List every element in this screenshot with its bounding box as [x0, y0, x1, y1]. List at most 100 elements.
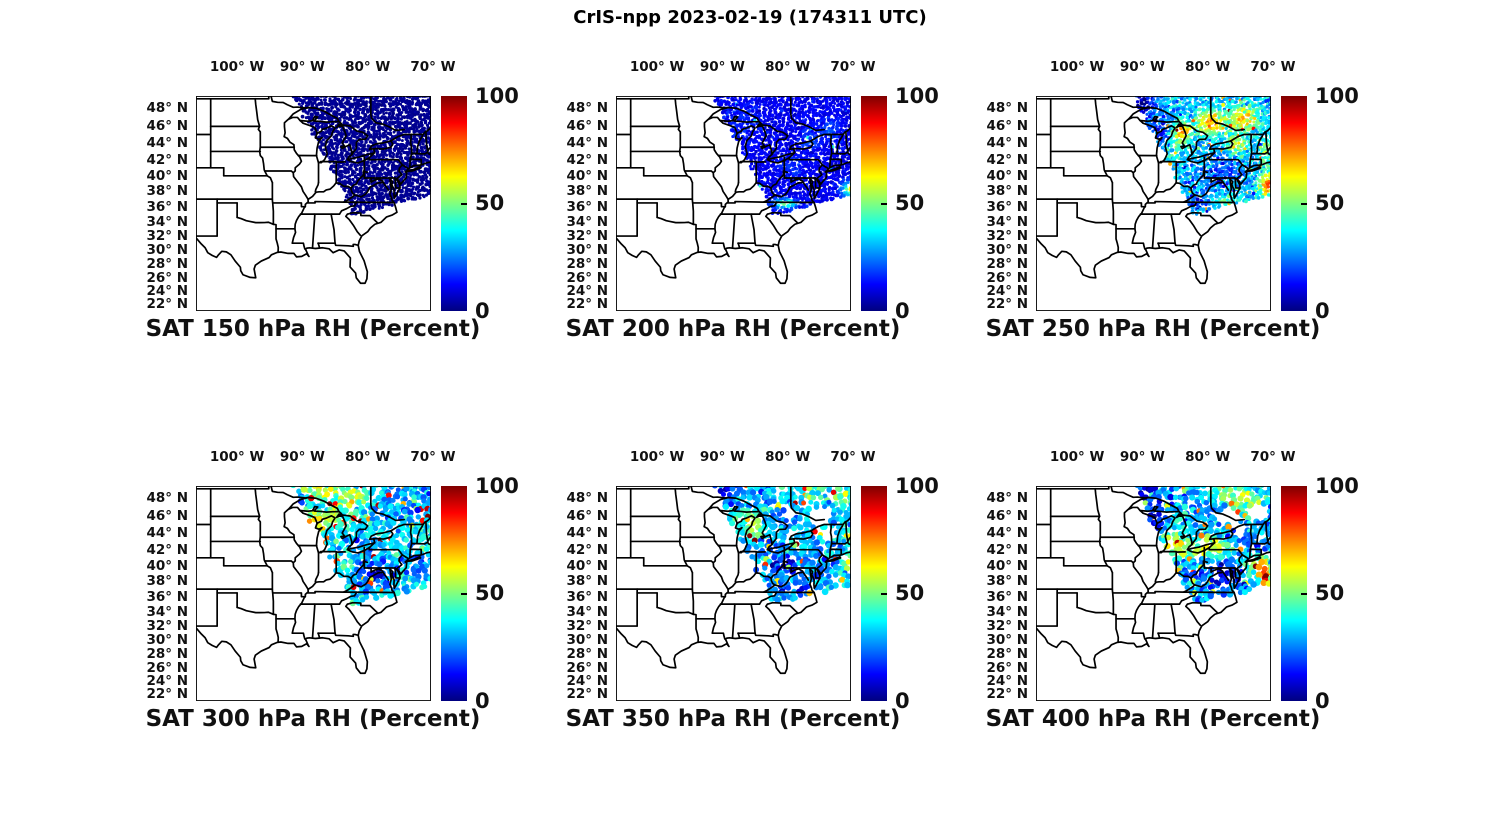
lat-tick-label: 30° N: [566, 632, 608, 649]
latitude-axis: 48° N 46° N 44° N 42° N 40° N 38° N 36° N 34° N…: [556, 486, 610, 702]
lon-tick-label: 90° W: [1119, 59, 1165, 75]
lat-tick-label: 46° N: [986, 117, 1028, 134]
colorbar-label-100: 100: [895, 84, 939, 108]
lat-tick-label: 24° N: [566, 673, 608, 690]
lat-tick-label: 26° N: [986, 269, 1028, 286]
lat-tick-label: 40° N: [566, 557, 608, 574]
panel-150hpa: 100° W 90° W 80° W 70° W 48° N 46° N 44° N 42°…: [136, 56, 546, 366]
lat-tick-label: 24° N: [986, 283, 1028, 300]
lat-tick-label: 42° N: [986, 151, 1028, 168]
colorbar-label-0: 0: [475, 299, 490, 323]
lon-tick-label: 70° W: [1250, 449, 1296, 465]
lat-tick-label: 32° N: [566, 618, 608, 635]
panel-title: SAT 400 hPa RH (Percent): [985, 706, 1321, 732]
lat-tick-label: 42° N: [566, 541, 608, 558]
map-canvas: [196, 96, 431, 311]
lat-tick-label: 38° N: [986, 573, 1028, 590]
lon-tick-label: 90° W: [699, 449, 745, 465]
lat-tick-label: 26° N: [566, 269, 608, 286]
lat-tick-label: 40° N: [146, 167, 188, 184]
colorbar-label-0: 0: [895, 689, 910, 713]
panel-title: SAT 350 hPa RH (Percent): [565, 706, 901, 732]
colorbar-label-0: 0: [1315, 299, 1330, 323]
lat-tick-label: 44° N: [986, 525, 1028, 542]
latitude-axis: 48° N 46° N 44° N 42° N 40° N 38° N 36° N 34° N…: [976, 486, 1030, 703]
colorbar-label-50: 50: [895, 191, 925, 215]
lat-tick-label: 42° N: [986, 541, 1028, 558]
lon-tick-label: 70° W: [1250, 59, 1296, 75]
lon-tick-label: 70° W: [410, 449, 456, 465]
colorbar-mid-tick: [461, 592, 467, 595]
longitude-axis: 100° W 90° W 80° W 70° W: [196, 449, 456, 469]
lat-tick-label: 30° N: [566, 242, 608, 259]
panel-350hpa: 100° W 90° W 80° W 70° W 48° N 46° N 44° N 42°…: [556, 446, 966, 756]
colorbar-label-50: 50: [1315, 191, 1345, 215]
panel-title: SAT 200 hPa RH (Percent): [565, 316, 901, 342]
colorbar-label-100: 100: [1315, 474, 1359, 498]
colorbar: [1281, 486, 1307, 701]
lat-tick-label: 42° N: [566, 151, 608, 168]
lat-tick-label: 22° N: [986, 296, 1028, 313]
lat-tick-label: 28° N: [566, 646, 608, 663]
colorbar-mid-tick: [1301, 202, 1307, 205]
lat-tick-label: 48° N: [986, 99, 1028, 116]
colorbar-label-50: 50: [475, 581, 505, 605]
lat-tick-label: 32° N: [986, 618, 1028, 635]
lon-tick-label: 100° W: [1049, 449, 1105, 465]
lat-tick-label: 40° N: [146, 557, 188, 574]
lon-tick-label: 80° W: [345, 449, 391, 465]
lat-tick-label: 34° N: [986, 603, 1028, 620]
lon-tick-label: 70° W: [830, 449, 876, 465]
map-canvas: [196, 486, 431, 701]
colorbar-label-100: 100: [475, 474, 519, 498]
lat-tick-label: 34° N: [566, 213, 608, 230]
lat-tick-label: 40° N: [986, 557, 1028, 574]
map-canvas: [1036, 96, 1271, 311]
panel-title: SAT 300 hPa RH (Percent): [145, 706, 481, 732]
lat-tick-label: 48° N: [146, 99, 188, 116]
lat-tick-label: 38° N: [566, 573, 608, 590]
longitude-axis: 100° W 90° W 80° W 70° W: [616, 449, 876, 469]
lat-tick-label: 44° N: [986, 135, 1028, 152]
colorbar-mid-tick: [881, 592, 887, 595]
lat-tick-label: 32° N: [146, 228, 188, 245]
lat-tick-label: 34° N: [986, 213, 1028, 230]
lat-tick-label: 38° N: [146, 183, 188, 200]
lat-tick-label: 28° N: [986, 256, 1028, 273]
colorbar-label-0: 0: [895, 299, 910, 323]
lat-tick-label: 30° N: [146, 632, 188, 649]
lat-tick-label: 34° N: [146, 603, 188, 620]
lat-tick-label: 42° N: [146, 151, 188, 168]
colorbar-label-0: 0: [475, 689, 490, 713]
map-canvas: [1036, 486, 1271, 701]
lat-tick-label: 44° N: [566, 525, 608, 542]
lat-tick-label: 40° N: [566, 167, 608, 184]
colorbar-label-50: 50: [475, 191, 505, 215]
lat-tick-label: 34° N: [566, 603, 608, 620]
longitude-axis: 100° W 90° W 80° W 70° W: [196, 59, 456, 79]
lat-tick-label: 26° N: [146, 269, 188, 286]
colorbar-label-100: 100: [895, 474, 939, 498]
lat-tick-label: 38° N: [146, 573, 188, 590]
lat-tick-label: 28° N: [566, 256, 608, 273]
lat-tick-label: 28° N: [986, 646, 1028, 663]
lat-tick-label: 22° N: [566, 296, 608, 313]
lat-tick-label: 36° N: [986, 198, 1028, 215]
lat-tick-label: 44° N: [146, 525, 188, 542]
panel-200hpa: 100° W 90° W 80° W 70° W 48° N 46° N 44° N 42°…: [556, 56, 966, 366]
lat-tick-label: 40° N: [986, 167, 1028, 184]
latitude-axis: 48° N 46° N 44° N 42° N 40° N 38° N 36° N 34° N…: [976, 96, 1030, 313]
panel-300hpa: 100° W 90° W 80° W 70° W 48° N 46° N 44° N 42°…: [136, 446, 546, 756]
panel-400hpa: 100° W 90° W 80° W 70° W 48° N 46° N 44° N 42°…: [976, 446, 1386, 756]
lat-tick-label: 48° N: [566, 489, 608, 506]
colorbar-mid-tick: [881, 202, 887, 205]
lon-tick-label: 80° W: [1185, 59, 1231, 75]
lon-tick-label: 90° W: [1119, 449, 1165, 465]
lat-tick-label: 22° N: [986, 686, 1028, 703]
lon-tick-label: 100° W: [1049, 59, 1105, 75]
lat-tick-label: 48° N: [566, 99, 608, 116]
lat-tick-label: 36° N: [146, 198, 188, 215]
lat-tick-label: 22° N: [146, 296, 188, 313]
lat-tick-label: 36° N: [146, 588, 188, 605]
